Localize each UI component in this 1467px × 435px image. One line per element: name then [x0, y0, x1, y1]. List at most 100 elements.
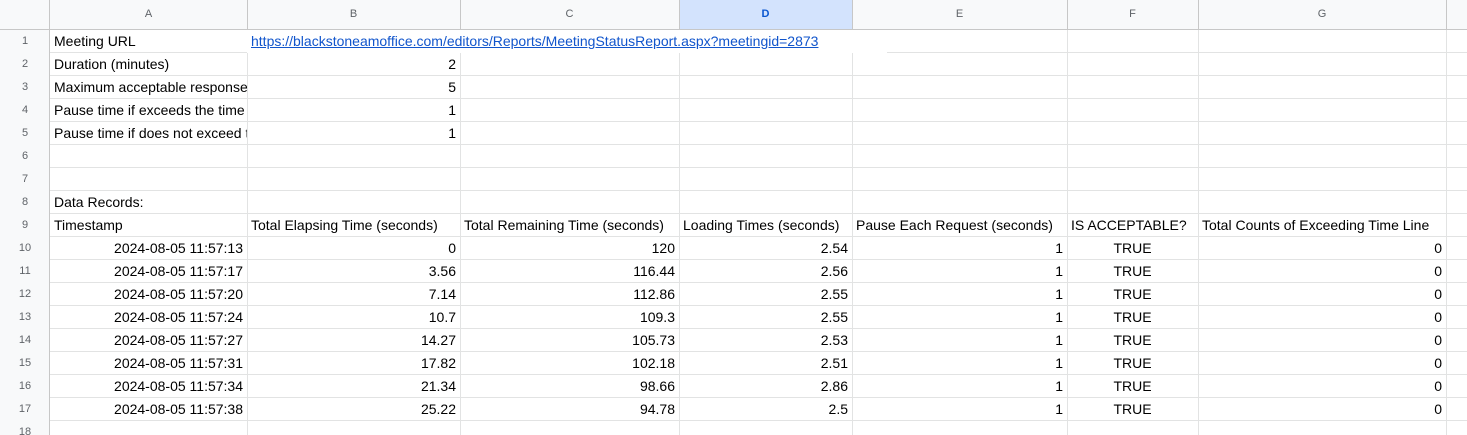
cell-A2[interactable]: Duration (minutes)	[54, 56, 170, 72]
table-cell-pause[interactable]: 1	[1055, 286, 1063, 302]
row-header-15[interactable]: 15	[0, 352, 50, 375]
column-header-g[interactable]: G	[1198, 0, 1446, 30]
row-header-2[interactable]: 2	[0, 53, 50, 76]
table-cell-remaining[interactable]: 102.18	[632, 355, 675, 371]
row-header-14[interactable]: 14	[0, 329, 50, 352]
cell-A9-header[interactable]: Timestamp	[54, 217, 123, 233]
row-header-10[interactable]: 10	[0, 237, 50, 260]
table-cell-acceptable[interactable]: TRUE	[1113, 286, 1152, 302]
cell-A1[interactable]: Meeting URL	[54, 33, 136, 49]
table-cell-remaining[interactable]: 94.78	[639, 401, 675, 417]
cell-B4[interactable]: 1	[448, 102, 456, 118]
row-header-3[interactable]: 3	[0, 76, 50, 99]
table-cell-exceed-count[interactable]: 0	[1434, 240, 1442, 256]
table-cell-elapsing[interactable]: 10.7	[428, 309, 456, 325]
table-cell-remaining[interactable]: 120	[651, 240, 675, 256]
table-cell-exceed-count[interactable]: 0	[1434, 378, 1442, 394]
row-header-11[interactable]: 11	[0, 260, 50, 283]
row-header-13[interactable]: 13	[0, 306, 50, 329]
table-cell-loading[interactable]: 2.56	[820, 263, 848, 279]
table-cell-exceed-count[interactable]: 0	[1434, 355, 1442, 371]
table-cell-elapsing[interactable]: 21.34	[420, 378, 456, 394]
cell-B9-header[interactable]: Total Elapsing Time (seconds)	[251, 217, 438, 233]
table-cell-timestamp[interactable]: 2024-08-05 11:57:24	[114, 309, 243, 325]
row-header-5[interactable]: 5	[0, 122, 50, 145]
table-cell-pause[interactable]: 1	[1055, 355, 1063, 371]
cell-F9-header[interactable]: IS ACCEPTABLE?	[1071, 217, 1187, 233]
cell-A4[interactable]: Pause time if exceeds the time line (sec…	[54, 102, 247, 118]
table-cell-loading[interactable]: 2.5	[828, 401, 848, 417]
table-cell-elapsing[interactable]: 0	[448, 240, 456, 256]
table-cell-elapsing[interactable]: 17.82	[420, 355, 456, 371]
cell-B3[interactable]: 5	[448, 79, 456, 95]
table-cell-acceptable[interactable]: TRUE	[1113, 401, 1152, 417]
table-cell-acceptable[interactable]: TRUE	[1113, 355, 1152, 371]
column-header-d[interactable]: D	[679, 0, 852, 30]
table-cell-exceed-count[interactable]: 0	[1434, 286, 1442, 302]
table-cell-pause[interactable]: 1	[1055, 401, 1063, 417]
table-cell-elapsing[interactable]: 7.14	[428, 286, 456, 302]
table-cell-pause[interactable]: 1	[1055, 332, 1063, 348]
table-cell-elapsing[interactable]: 25.22	[420, 401, 456, 417]
table-cell-exceed-count[interactable]: 0	[1434, 332, 1442, 348]
table-cell-pause[interactable]: 1	[1055, 309, 1063, 325]
row-header-4[interactable]: 4	[0, 99, 50, 122]
cell-E9-header[interactable]: Pause Each Request (seconds)	[856, 217, 1053, 233]
table-cell-timestamp[interactable]: 2024-08-05 11:57:17	[114, 263, 243, 279]
table-cell-remaining[interactable]: 116.44	[633, 263, 675, 279]
select-all-corner[interactable]	[0, 0, 50, 30]
cell-B2[interactable]: 2	[448, 56, 456, 72]
table-cell-timestamp[interactable]: 2024-08-05 11:57:38	[114, 401, 243, 417]
table-cell-loading[interactable]: 2.86	[820, 378, 848, 394]
row-header-9[interactable]: 9	[0, 214, 50, 237]
table-cell-loading[interactable]: 2.55	[820, 286, 848, 302]
table-cell-acceptable[interactable]: TRUE	[1113, 263, 1152, 279]
table-cell-acceptable[interactable]: TRUE	[1113, 309, 1152, 325]
row-header-17[interactable]: 17	[0, 398, 50, 421]
table-cell-elapsing[interactable]: 3.56	[428, 263, 456, 279]
table-cell-acceptable[interactable]: TRUE	[1113, 240, 1152, 256]
column-header-b[interactable]: B	[247, 0, 460, 30]
column-header-e[interactable]: E	[852, 0, 1067, 30]
column-header-c[interactable]: C	[460, 0, 679, 30]
table-cell-remaining[interactable]: 109.3	[639, 309, 675, 325]
row-header-6[interactable]: 6	[0, 145, 50, 168]
row-header-7[interactable]: 7	[0, 168, 50, 191]
column-header-f[interactable]: F	[1067, 0, 1198, 30]
table-cell-exceed-count[interactable]: 0	[1434, 263, 1442, 279]
table-cell-remaining[interactable]: 98.66	[639, 378, 675, 394]
cell-A3[interactable]: Maximum acceptable response time (second…	[54, 79, 247, 95]
row-header-16[interactable]: 16	[0, 375, 50, 398]
cell-G9-header[interactable]: Total Counts of Exceeding Time Line	[1202, 217, 1430, 233]
table-cell-acceptable[interactable]: TRUE	[1113, 332, 1152, 348]
cell-B1-meeting-url-link[interactable]: https://blackstoneamoffice.com/editors/R…	[247, 30, 887, 53]
table-cell-timestamp[interactable]: 2024-08-05 11:57:34	[114, 378, 243, 394]
table-cell-loading[interactable]: 2.51	[820, 355, 848, 371]
table-cell-remaining[interactable]: 105.73	[632, 332, 675, 348]
row-header-8[interactable]: 8	[0, 191, 50, 214]
table-cell-elapsing[interactable]: 14.27	[420, 332, 456, 348]
column-header-a[interactable]: A	[50, 0, 247, 30]
table-cell-loading[interactable]: 2.54	[820, 240, 848, 256]
table-cell-exceed-count[interactable]: 0	[1434, 401, 1442, 417]
row-header-1[interactable]: 1	[0, 30, 50, 53]
cell-B5[interactable]: 1	[448, 125, 456, 141]
table-cell-acceptable[interactable]: TRUE	[1113, 378, 1152, 394]
table-cell-loading[interactable]: 2.55	[820, 309, 848, 325]
table-cell-exceed-count[interactable]: 0	[1434, 309, 1442, 325]
table-cell-pause[interactable]: 1	[1055, 240, 1063, 256]
table-cell-loading[interactable]: 2.53	[820, 332, 848, 348]
table-cell-timestamp[interactable]: 2024-08-05 11:57:13	[114, 240, 243, 256]
table-cell-pause[interactable]: 1	[1055, 378, 1063, 394]
table-cell-timestamp[interactable]: 2024-08-05 11:57:20	[114, 286, 243, 302]
row-header-18[interactable]: 18	[0, 421, 50, 435]
table-cell-remaining[interactable]: 112.86	[633, 286, 675, 302]
cell-A8[interactable]: Data Records:	[54, 194, 144, 210]
cell-C9-header[interactable]: Total Remaining Time (seconds)	[464, 217, 664, 233]
table-cell-timestamp[interactable]: 2024-08-05 11:57:31	[114, 355, 243, 371]
table-cell-timestamp[interactable]: 2024-08-05 11:57:27	[114, 332, 243, 348]
cell-D9-header[interactable]: Loading Times (seconds)	[683, 217, 840, 233]
row-header-12[interactable]: 12	[0, 283, 50, 306]
cell-A5[interactable]: Pause time if does not exceed the time l…	[54, 125, 247, 141]
table-cell-pause[interactable]: 1	[1055, 263, 1063, 279]
